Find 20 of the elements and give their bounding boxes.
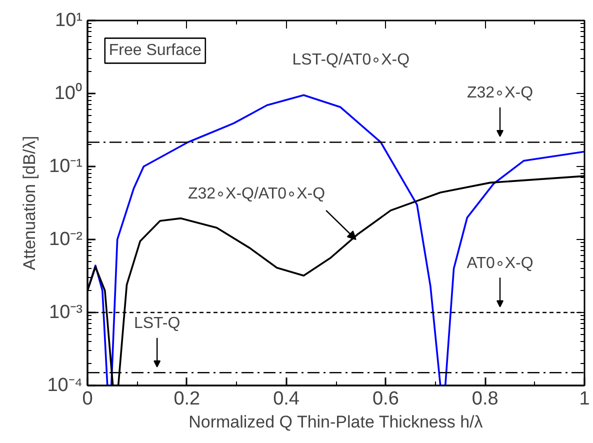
ref-line-label: AT0∘X-Q	[466, 254, 534, 272]
x-tick-label: 0.4	[273, 388, 300, 410]
x-axis-title: Normalized Q Thin-Plate Thickness h/λ	[188, 412, 484, 432]
x-tick-label: 1	[579, 388, 590, 410]
y-axis-title: Attenuation [dB/λ]	[20, 136, 40, 270]
y-tick-label: 10⁻³	[49, 302, 83, 323]
y-tick-label: 10⁻⁴	[47, 375, 83, 396]
x-tick-label: 0.2	[174, 388, 200, 410]
x-tick-label: 0.8	[472, 388, 498, 410]
y-tick-label: 10⁰	[54, 82, 83, 104]
y-tick-label: 10¹	[55, 10, 83, 31]
series-label: Z32∘X-Q/AT0∘X-Q	[188, 186, 326, 203]
y-tick-label: 10⁻¹	[49, 156, 83, 177]
ref-line-label: LST-Q	[134, 315, 180, 332]
x-tick-label: 0.6	[372, 388, 399, 410]
ref-line-label: Z32∘X-Q	[467, 84, 534, 102]
series-label: LST-Q/AT0∘X-Q	[292, 52, 410, 69]
x-tick-label: 0	[82, 388, 93, 410]
y-tick-label: 10⁻²	[49, 229, 83, 250]
annotation: Free Surface	[108, 42, 202, 60]
